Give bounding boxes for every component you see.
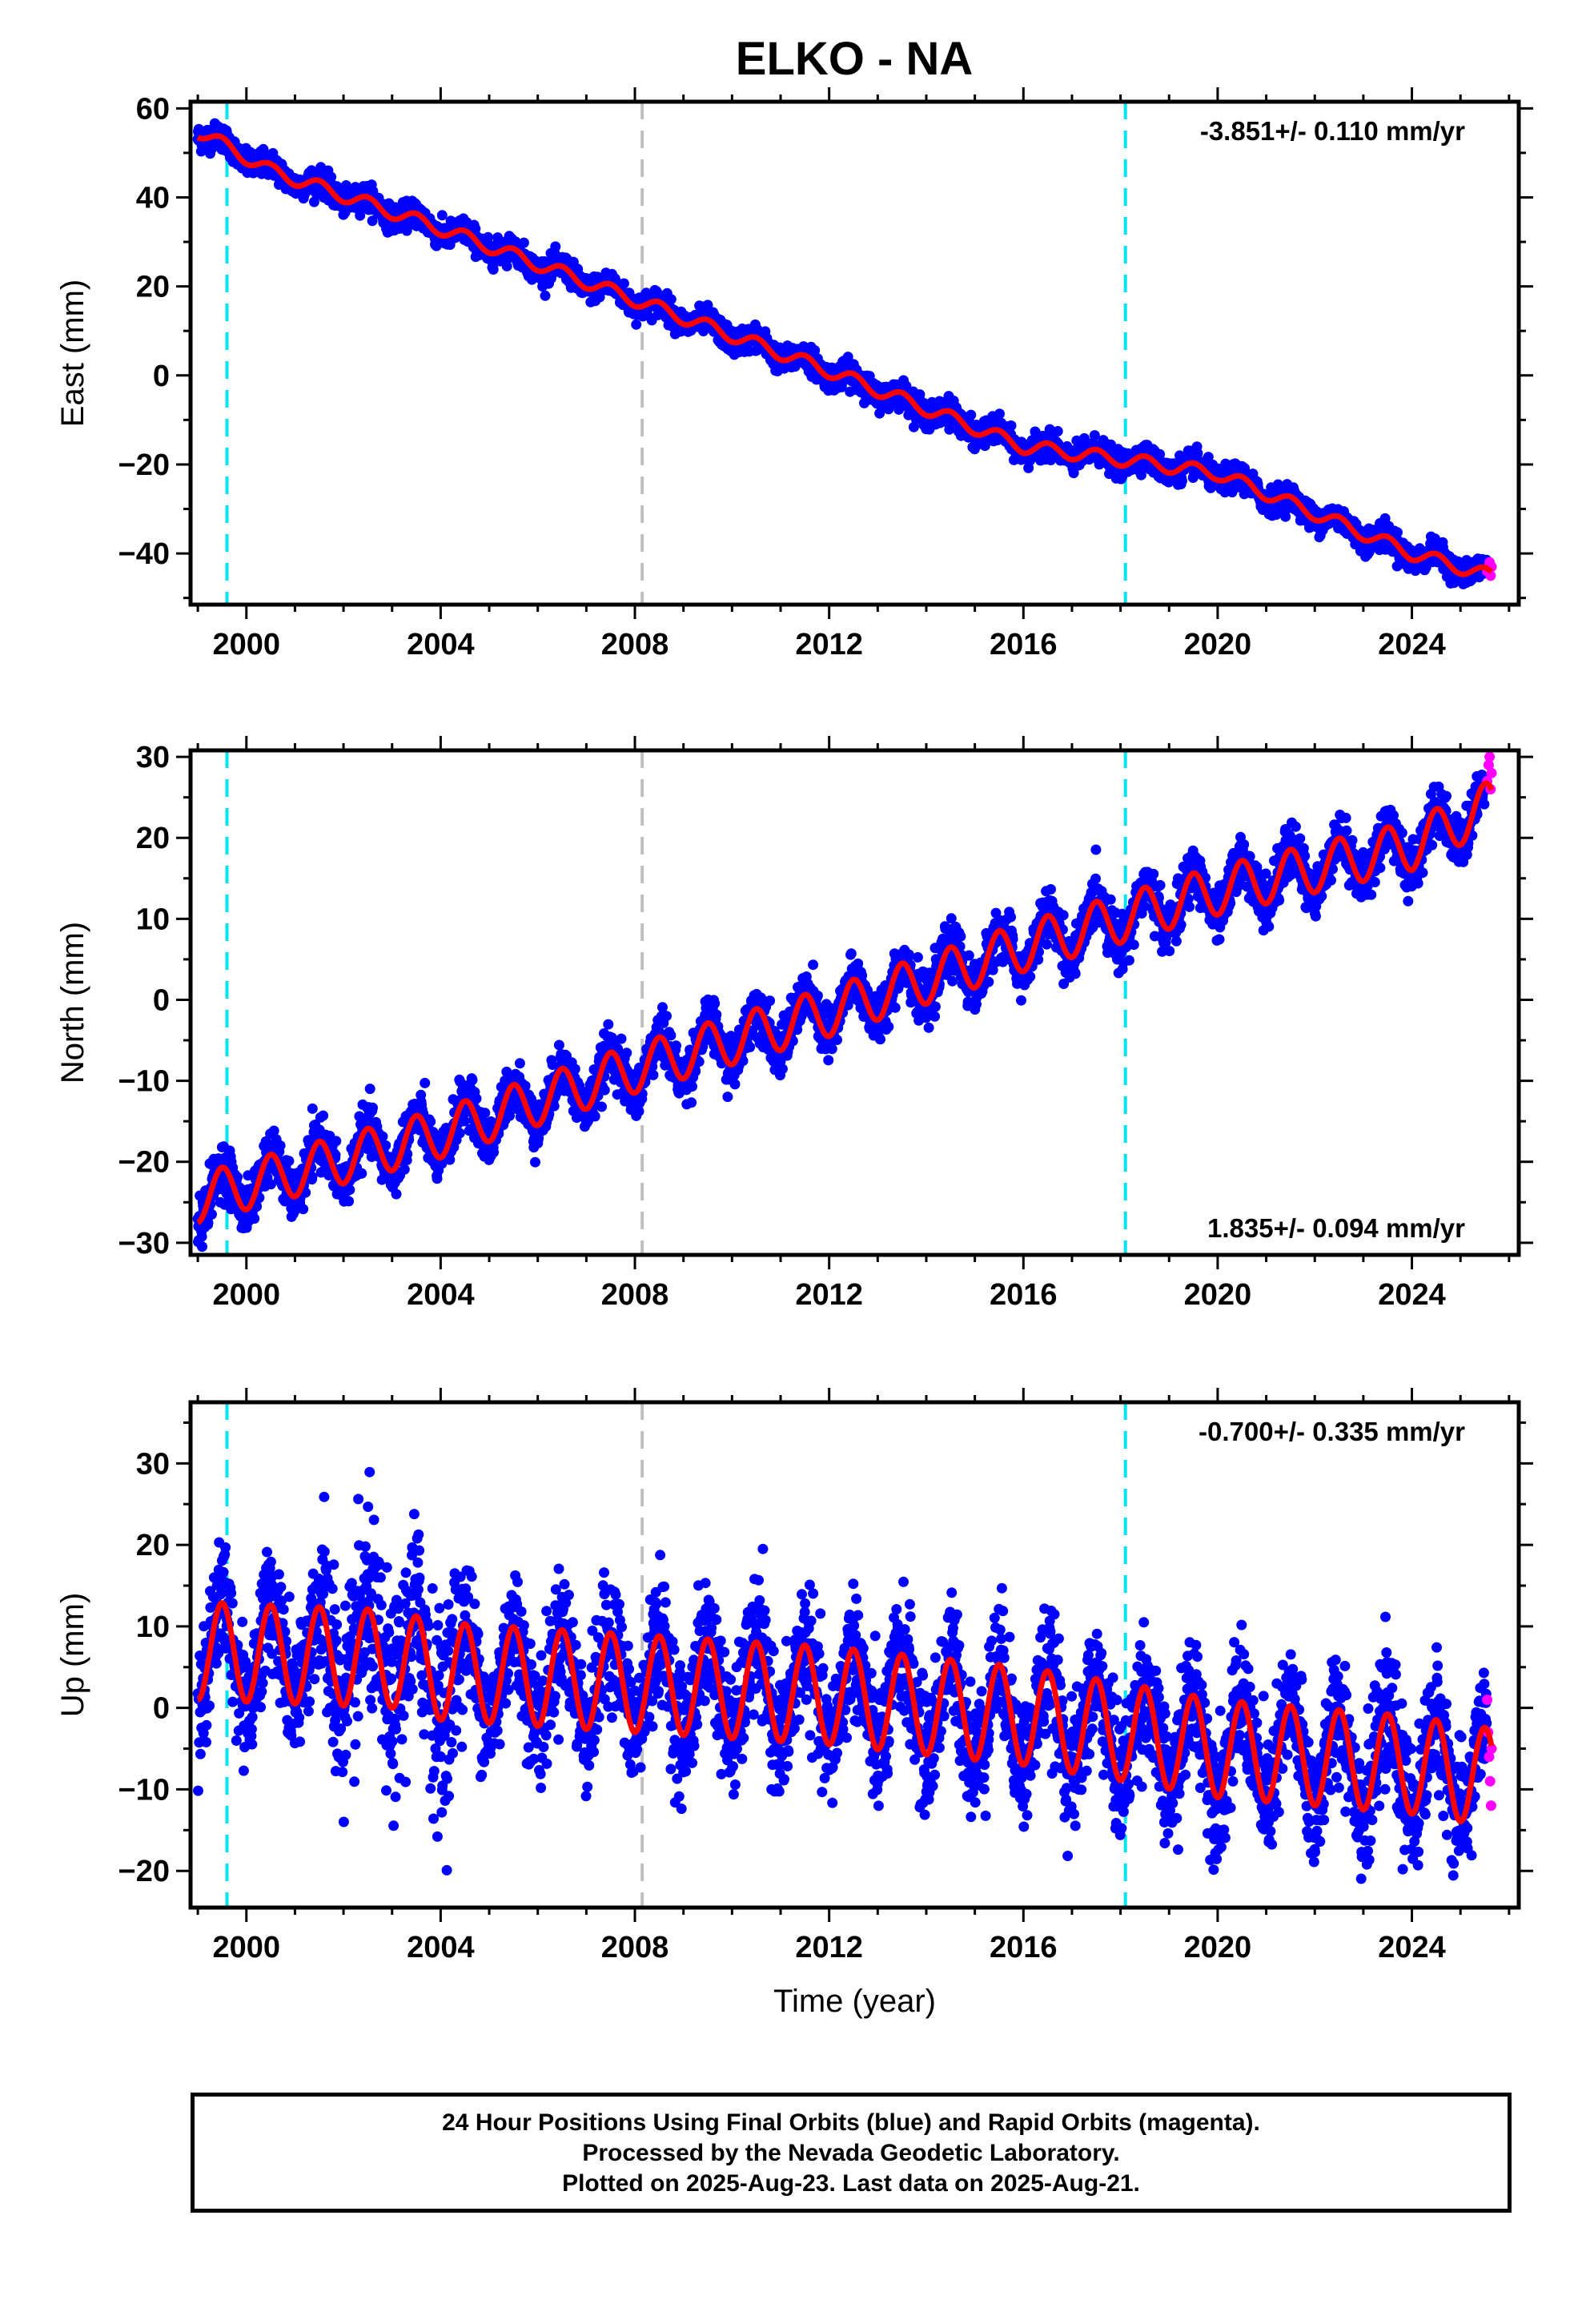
east-x-tick-label: 2016 (990, 628, 1058, 661)
north-final-point (197, 1232, 207, 1242)
north-final-point (331, 1136, 341, 1146)
north-panel: 2000 2004 2008 2012 2016 2020 2024−30−20−10010… (55, 736, 1533, 1312)
east-final-point (540, 291, 551, 301)
east-final-point (1053, 426, 1063, 436)
north-final-point (207, 1209, 217, 1220)
east-final-point (944, 424, 954, 435)
north-plot-area (193, 750, 1497, 1255)
east-final-point (488, 264, 499, 275)
north-final-point (515, 1058, 525, 1068)
east-x-tick-label: 2020 (1184, 628, 1252, 661)
north-final-point (356, 1168, 367, 1179)
east-final-point (666, 294, 677, 304)
east-y-tick-label: 60 (136, 92, 170, 126)
east-final-point (619, 279, 629, 289)
north-final-point (391, 1189, 402, 1200)
east-x-tick-label: 2008 (601, 628, 669, 661)
north-final-point (455, 1128, 465, 1139)
east-final-point (1136, 470, 1146, 480)
east-final-orbit-points (193, 119, 1492, 589)
north-final-point (472, 1093, 482, 1104)
east-plot-area (193, 102, 1497, 605)
north-final-point (344, 1184, 355, 1195)
north-final-point (468, 1075, 478, 1085)
east-y-tick-label: 20 (136, 271, 170, 304)
east-y-tick-label: −20 (118, 448, 170, 482)
north-final-point (488, 1147, 499, 1157)
north-final-point (298, 1204, 308, 1214)
east-final-point (994, 408, 1005, 419)
north-final-point (400, 1164, 410, 1175)
time-series-figure: 2000 2004 2008 2012 2016 2020 2024 −40 −20 0 20 40 6… (0, 0, 1582, 2324)
east-x-tick-label: 2004 (407, 628, 475, 661)
north-final-point (275, 1140, 286, 1151)
north-final-point (318, 1111, 328, 1121)
north-final-point (249, 1213, 259, 1224)
east-y-tick-label: 40 (136, 181, 170, 215)
north-final-point (420, 1078, 430, 1088)
east-final-point (355, 211, 365, 221)
east-y-axis-title: East (mm) (55, 279, 90, 427)
east-panel: 2000 2004 2008 2012 2016 2020 2024 −40 −20 0 20 40 6… (55, 87, 1533, 661)
east-final-point (1006, 420, 1017, 431)
north-final-point (367, 1103, 378, 1113)
east-rate-label: -3.851+/- 0.110 mm/yr (1200, 116, 1465, 146)
north-final-point (283, 1156, 294, 1166)
east-final-point (631, 320, 641, 330)
north-final-point (480, 1108, 490, 1118)
east-final-point (519, 238, 529, 248)
east-x-tick-label: 2000 (212, 628, 280, 661)
north-final-point (343, 1196, 354, 1207)
east-final-point (550, 241, 560, 251)
east-final-point (437, 210, 448, 220)
north-final-point (197, 1241, 207, 1252)
north-final-point (365, 1084, 375, 1094)
east-final-point (966, 410, 976, 420)
east-final-point (1177, 476, 1187, 486)
east-y-tick-label: 0 (153, 360, 170, 393)
east-x-tick-label: 2012 (795, 628, 863, 661)
north-final-point (307, 1104, 318, 1114)
east-x-tick-label: 2024 (1378, 628, 1446, 661)
east-y-tick-label: −40 (118, 537, 170, 571)
